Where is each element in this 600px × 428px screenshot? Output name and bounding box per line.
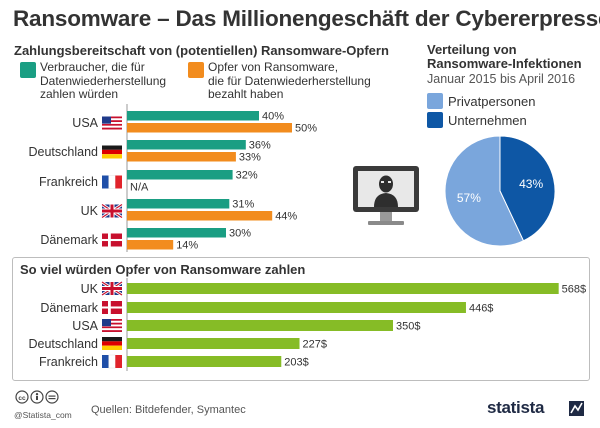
pie-label: 57% bbox=[457, 191, 481, 205]
legend-line: die für Datenwiederherstellung bbox=[208, 73, 371, 88]
bar bbox=[127, 356, 282, 367]
category-label: Frankreich bbox=[39, 175, 98, 189]
legend-line: Datenwiederherstellung bbox=[40, 73, 167, 88]
data-label: 30% bbox=[229, 228, 251, 240]
data-label: 203$ bbox=[284, 357, 308, 369]
hacker-monitor-icon bbox=[353, 166, 419, 225]
flag-uk-icon bbox=[101, 280, 123, 297]
data-label: 568$ bbox=[562, 284, 586, 296]
flag-france-icon bbox=[102, 175, 122, 189]
legend-line: bezahlt haben bbox=[208, 87, 284, 101]
bar bbox=[127, 320, 393, 331]
pie-title-line: Ransomware-Infektionen bbox=[427, 56, 582, 71]
bar bbox=[127, 240, 174, 250]
category-label: Dänemark bbox=[40, 233, 98, 247]
bar bbox=[127, 123, 292, 133]
data-label: 36% bbox=[249, 140, 271, 152]
pie-subtitle: Januar 2015 bis April 2016 bbox=[427, 72, 576, 86]
footer-graphics: cc bbox=[15, 390, 59, 404]
bar bbox=[127, 302, 466, 313]
footer-handle: @Statista_com bbox=[14, 410, 72, 420]
legend-line: zahlen würden bbox=[40, 87, 119, 101]
category-label: UK bbox=[81, 282, 99, 296]
legend-line: Verbraucher, die für bbox=[40, 60, 145, 74]
legend-label-companies: Unternehmen bbox=[448, 113, 527, 128]
flag-denmark-icon bbox=[102, 301, 122, 314]
data-label: 14% bbox=[176, 240, 198, 252]
legend-line: Opfer von Ransomware, bbox=[208, 60, 339, 74]
category-label: UK bbox=[81, 204, 99, 218]
data-label: 44% bbox=[275, 211, 297, 223]
data-label: 50% bbox=[295, 123, 317, 135]
bar bbox=[127, 170, 233, 180]
chart1-subtitle: Zahlungsbereitschaft von (potentiellen) … bbox=[14, 43, 389, 58]
chart3-subtitle: So viel würden Opfer von Ransomware zahl… bbox=[20, 262, 306, 277]
flag-uk-icon bbox=[101, 203, 123, 219]
bar bbox=[127, 199, 230, 209]
pie-title: Verteilung von Ransomware-Infektionen bbox=[427, 43, 582, 71]
bar bbox=[127, 211, 273, 221]
flag-usa-icon bbox=[102, 116, 122, 130]
bar bbox=[127, 152, 236, 162]
bar bbox=[127, 283, 559, 294]
pie-label: 43% bbox=[519, 177, 543, 191]
flag-germany-icon bbox=[102, 337, 122, 350]
page-title: Ransomware – Das Millionengeschäft der C… bbox=[13, 6, 600, 31]
data-label: N/A bbox=[130, 182, 149, 194]
category-label: Dänemark bbox=[40, 301, 98, 315]
category-label: Frankreich bbox=[39, 355, 98, 369]
data-label: 33% bbox=[239, 152, 261, 164]
legend-label-victims: Opfer von Ransomware, die für Datenwiede… bbox=[208, 60, 371, 102]
bar bbox=[127, 338, 300, 349]
data-label: 40% bbox=[262, 111, 284, 123]
svg-text:cc: cc bbox=[18, 395, 26, 402]
legend-swatch-victims bbox=[188, 62, 204, 78]
flag-france-icon bbox=[102, 354, 122, 369]
bar bbox=[127, 140, 246, 150]
pie-chart-infections: 43% 57% bbox=[444, 135, 556, 247]
bar bbox=[127, 228, 226, 238]
data-label: 32% bbox=[236, 170, 258, 182]
pie-title-line: Verteilung von bbox=[427, 42, 517, 57]
category-label: Deutschland bbox=[29, 145, 99, 159]
category-label: USA bbox=[72, 116, 98, 130]
pie-slice bbox=[499, 135, 556, 242]
brand-logo: statista bbox=[487, 398, 545, 417]
bar-chart-willingness: USA 40% 50% Deutschland 36%33% Frankreich 32% N… bbox=[29, 104, 317, 252]
legend-swatch-companies bbox=[427, 112, 443, 128]
data-label: 350$ bbox=[396, 321, 420, 333]
bar bbox=[127, 111, 259, 121]
legend-swatch-private bbox=[427, 93, 443, 109]
statista-logo-icon bbox=[569, 401, 584, 416]
flag-usa-icon bbox=[102, 319, 122, 332]
category-label: USA bbox=[72, 319, 98, 333]
legend-label-private: Privatpersonen bbox=[448, 94, 536, 109]
pie-slice bbox=[444, 135, 525, 247]
data-label: 227$ bbox=[303, 339, 327, 351]
bar-chart-ransom-amount: UK 568$ Dänemark 446$ USA 350$ Deutschland 227$… bbox=[29, 278, 586, 371]
flag-denmark-icon bbox=[102, 233, 122, 247]
category-label: Deutschland bbox=[29, 337, 99, 351]
footer-source: Quellen: Bitdefender, Symantec bbox=[91, 404, 246, 416]
data-label: 31% bbox=[232, 199, 254, 211]
flag-germany-icon bbox=[102, 145, 122, 159]
legend-swatch-consumers bbox=[20, 62, 36, 78]
data-label: 446$ bbox=[469, 303, 493, 315]
legend-label-consumers: Verbraucher, die für Datenwiederherstell… bbox=[40, 60, 167, 102]
